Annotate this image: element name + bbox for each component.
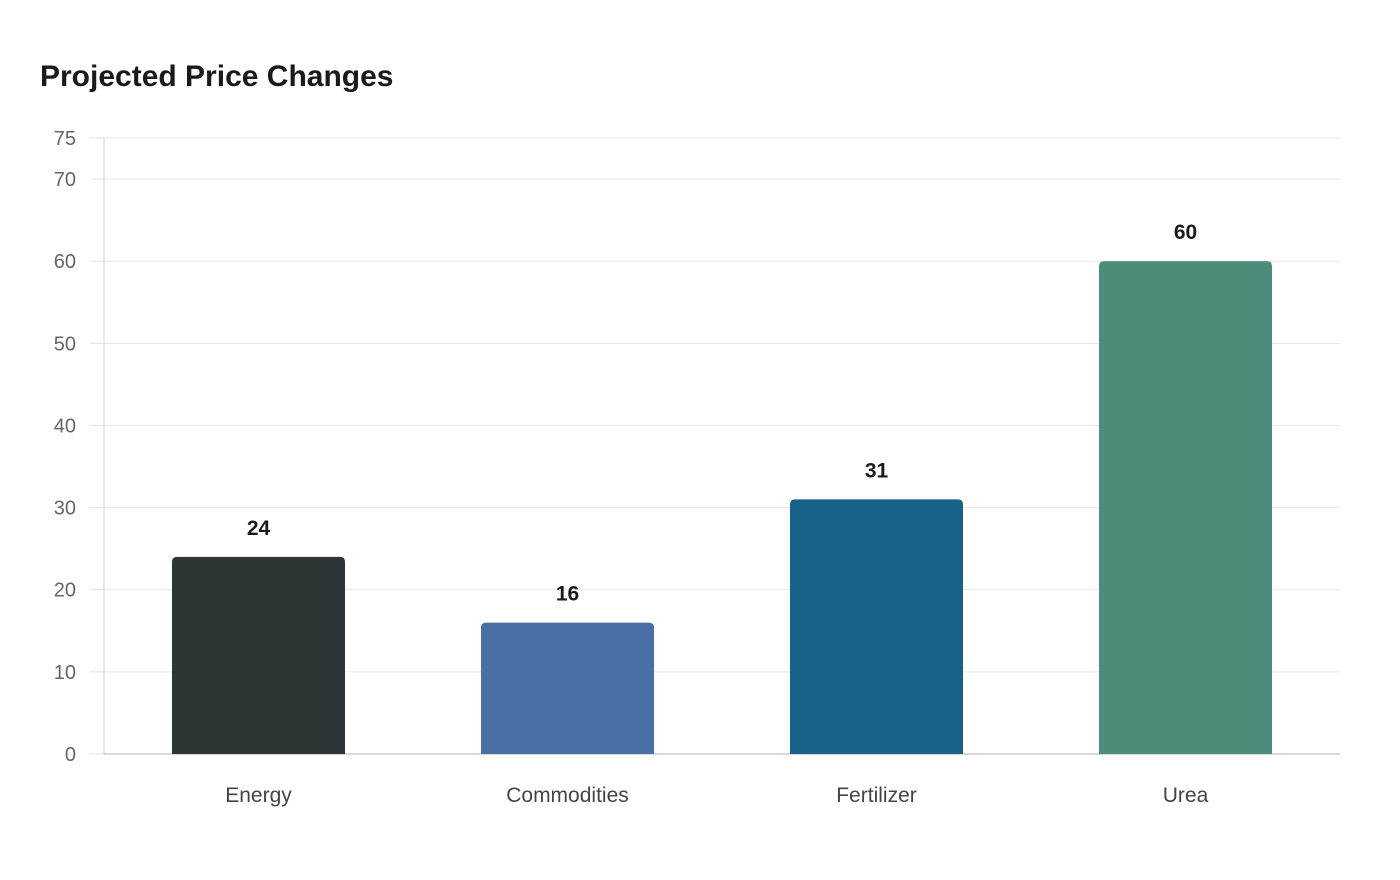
y-tick-label: 30 — [54, 498, 76, 520]
x-category-label: Fertilizer — [836, 784, 917, 807]
y-tick-label: 70 — [54, 169, 76, 191]
x-axis-categories: Energy Commodities Fertilizer Urea — [225, 784, 1208, 807]
bar-commodities — [480, 622, 655, 754]
x-category-label: Urea — [1163, 784, 1209, 807]
y-tick-label: 50 — [54, 333, 76, 355]
bars — [171, 261, 1273, 754]
bar-energy — [171, 556, 346, 754]
y-tick-label: 40 — [54, 415, 76, 437]
x-category-label: Commodities — [506, 784, 629, 807]
data-label: 24 — [247, 517, 271, 540]
y-tick-label: 75 — [54, 128, 76, 150]
y-tick-label: 0 — [65, 744, 76, 766]
y-tick-label: 60 — [54, 251, 76, 273]
x-category-label: Energy — [225, 784, 292, 807]
bar-urea — [1098, 261, 1273, 754]
data-labels: 24 16 31 60 — [247, 221, 1197, 605]
data-label: 31 — [865, 459, 889, 482]
data-label: 60 — [1174, 221, 1197, 244]
y-tick-label: 20 — [54, 580, 76, 602]
data-label: 16 — [556, 583, 579, 606]
y-axis-ticks: 0 10 20 30 40 50 60 70 75 — [54, 128, 104, 766]
chart-title: Projected Price Changes — [40, 60, 394, 93]
y-tick-label: 10 — [54, 662, 76, 684]
bar-fertilizer — [789, 499, 964, 754]
